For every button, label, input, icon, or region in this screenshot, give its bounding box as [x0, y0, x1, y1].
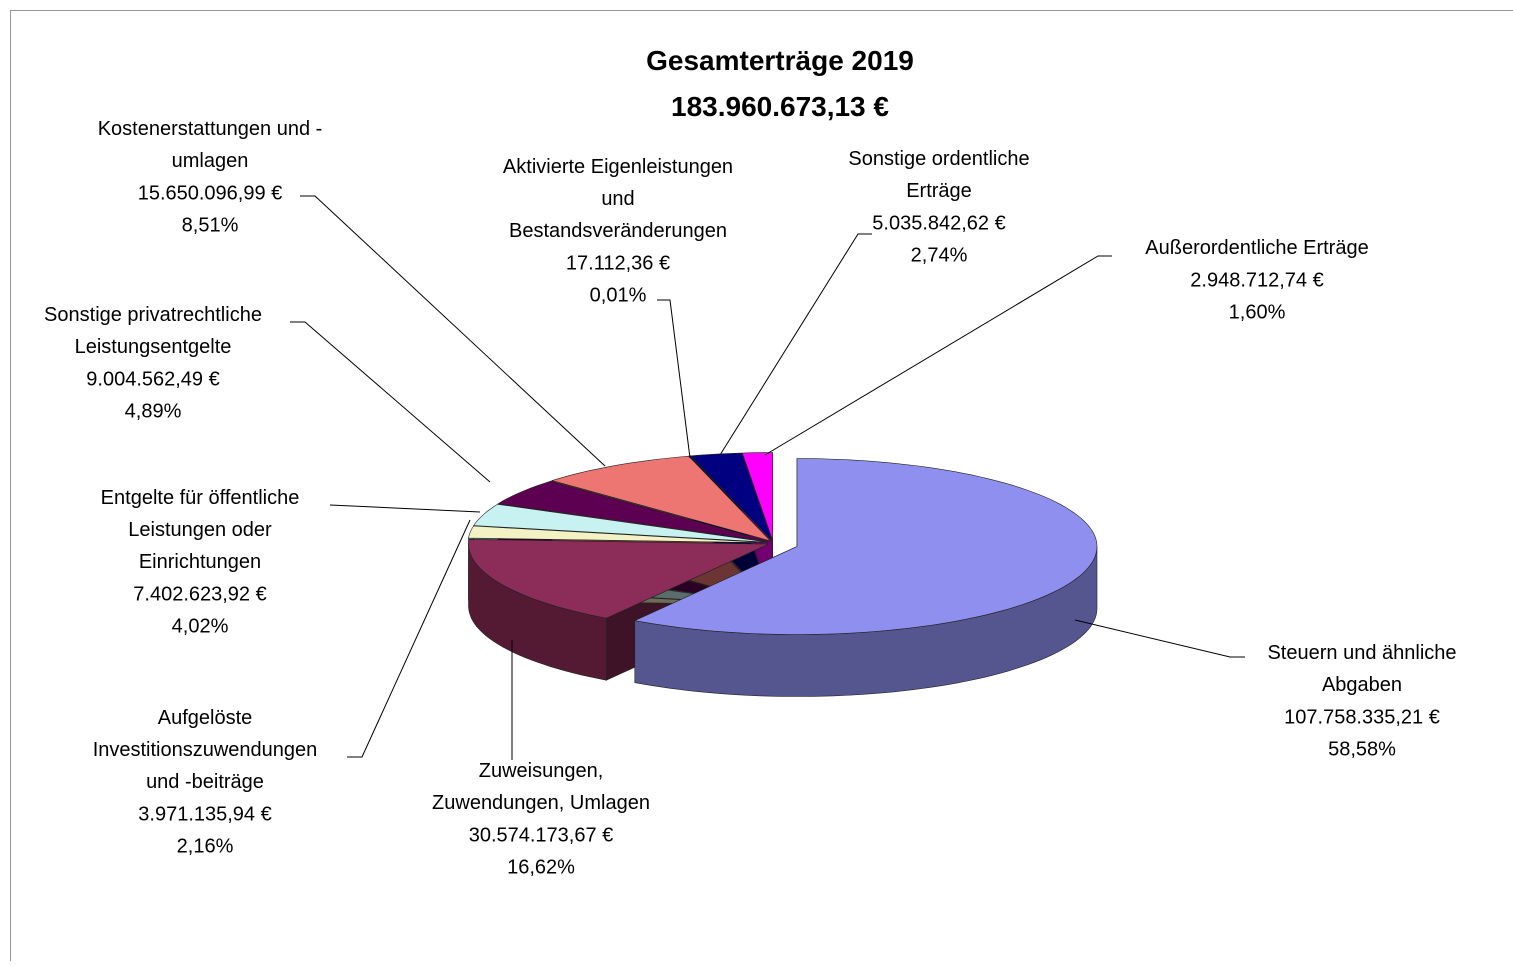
slice-percent: 58,58% [1328, 738, 1396, 760]
slice-name: Kostenerstattungen und -umlagen [98, 118, 323, 172]
slice-amount: 3.971.135,94 € [138, 803, 271, 825]
slice-percent: 2,16% [177, 835, 234, 857]
slice-amount: 5.035.842,62 € [872, 212, 1005, 234]
chart-title: Gesamterträge 2019 [646, 45, 914, 76]
leader-line [765, 256, 1112, 455]
leader-line [330, 505, 480, 512]
slice-amount: 107.758.335,21 € [1284, 706, 1440, 728]
leader-line [720, 234, 872, 455]
slice-percent: 0,01% [590, 284, 647, 306]
leader-line [347, 520, 470, 757]
leader-line [1075, 620, 1245, 657]
slice-amount: 7.402.623,92 € [133, 583, 266, 605]
slice-amount: 2.948.712,74 € [1190, 269, 1323, 291]
leader-line [290, 322, 490, 482]
slice-percent: 8,51% [182, 214, 239, 236]
slice-amount: 15.650.096,99 € [138, 182, 283, 204]
slice-percent: 4,89% [125, 400, 182, 422]
leader-line [657, 300, 690, 458]
slice-amount: 17.112,36 € [566, 252, 670, 274]
slice-percent: 16,62% [507, 856, 575, 878]
slice-amount: 9.004.562,49 € [86, 368, 219, 390]
slice-name: Zuweisungen,Zuwendungen, Umlagen [432, 760, 650, 814]
slice-amount: 30.574.173,67 € [469, 824, 614, 846]
slice-percent: 2,74% [911, 244, 968, 266]
slice-name: Außerordentliche Erträge [1145, 237, 1368, 259]
chart-subtitle: 183.960.673,13 € [671, 91, 889, 122]
slice-percent: 4,02% [172, 615, 229, 637]
slice-percent: 1,60% [1229, 301, 1286, 323]
